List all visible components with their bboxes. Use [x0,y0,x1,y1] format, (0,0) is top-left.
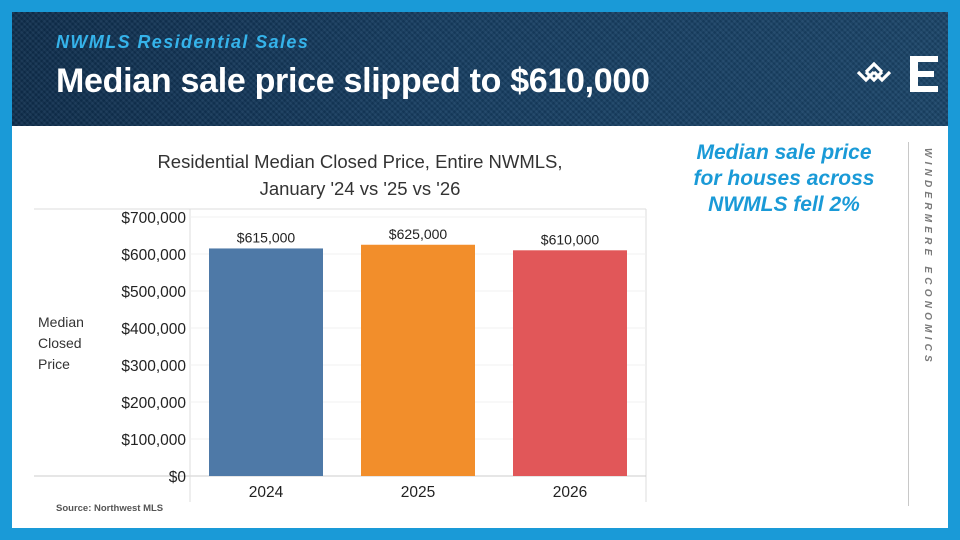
source-note: Source: Northwest MLS [56,503,164,514]
bar-chart: $0 $100,000 $200,000 $300,000 $400,000 $500,0… [34,208,647,502]
bar-2026 [513,250,627,476]
y-tick-label: $0 [169,469,187,486]
x-tick-label: 2024 [249,484,284,501]
y-tick-label: $300,000 [121,358,186,375]
callout-line: Median sale price [696,141,872,164]
bar-2024 [209,248,323,476]
y-tick-label: $200,000 [121,395,186,412]
callout-line: for houses across [693,167,875,190]
x-tick-label: 2026 [553,484,587,501]
y-axis-label: Price [38,356,70,372]
windermere-logo [856,56,938,92]
header-subtitle: NWMLS Residential Sales [56,32,310,52]
chart-title-line: January '24 vs '25 vs '26 [259,178,461,199]
windermere-w-mark-icon [856,61,892,83]
data-label: $625,000 [389,226,448,242]
y-axis-label: Median [38,314,84,330]
slide: NWMLS Residential Sales Median sale pric… [12,12,948,528]
headline: Median sale price slipped to $610,000 [56,62,650,100]
bar-2025 [361,244,475,476]
x-tick-label: 2025 [401,484,435,501]
y-axis-label: Closed [38,335,82,351]
data-label: $615,000 [237,229,296,245]
y-tick-label: $500,000 [121,284,186,301]
y-tick-label: $400,000 [121,321,186,338]
y-tick-label: $700,000 [121,210,186,227]
chart-title: Residential Median Closed Price, Entire … [32,148,688,202]
header-banner: NWMLS Residential Sales Median sale pric… [12,12,948,126]
chart-title-line: Residential Median Closed Price, Entire … [157,151,563,172]
divider-line [908,142,909,506]
data-label: $610,000 [541,231,600,247]
y-tick-label: $600,000 [121,247,186,264]
brand-vertical-text: WINDERMERE ECONOMICS [922,148,933,366]
y-tick-label: $100,000 [121,432,186,449]
callout-line: NWMLS fell 2% [708,193,860,216]
callout-text: Median sale price for houses across NWML… [672,140,896,218]
windermere-e-mark-icon [910,56,938,92]
